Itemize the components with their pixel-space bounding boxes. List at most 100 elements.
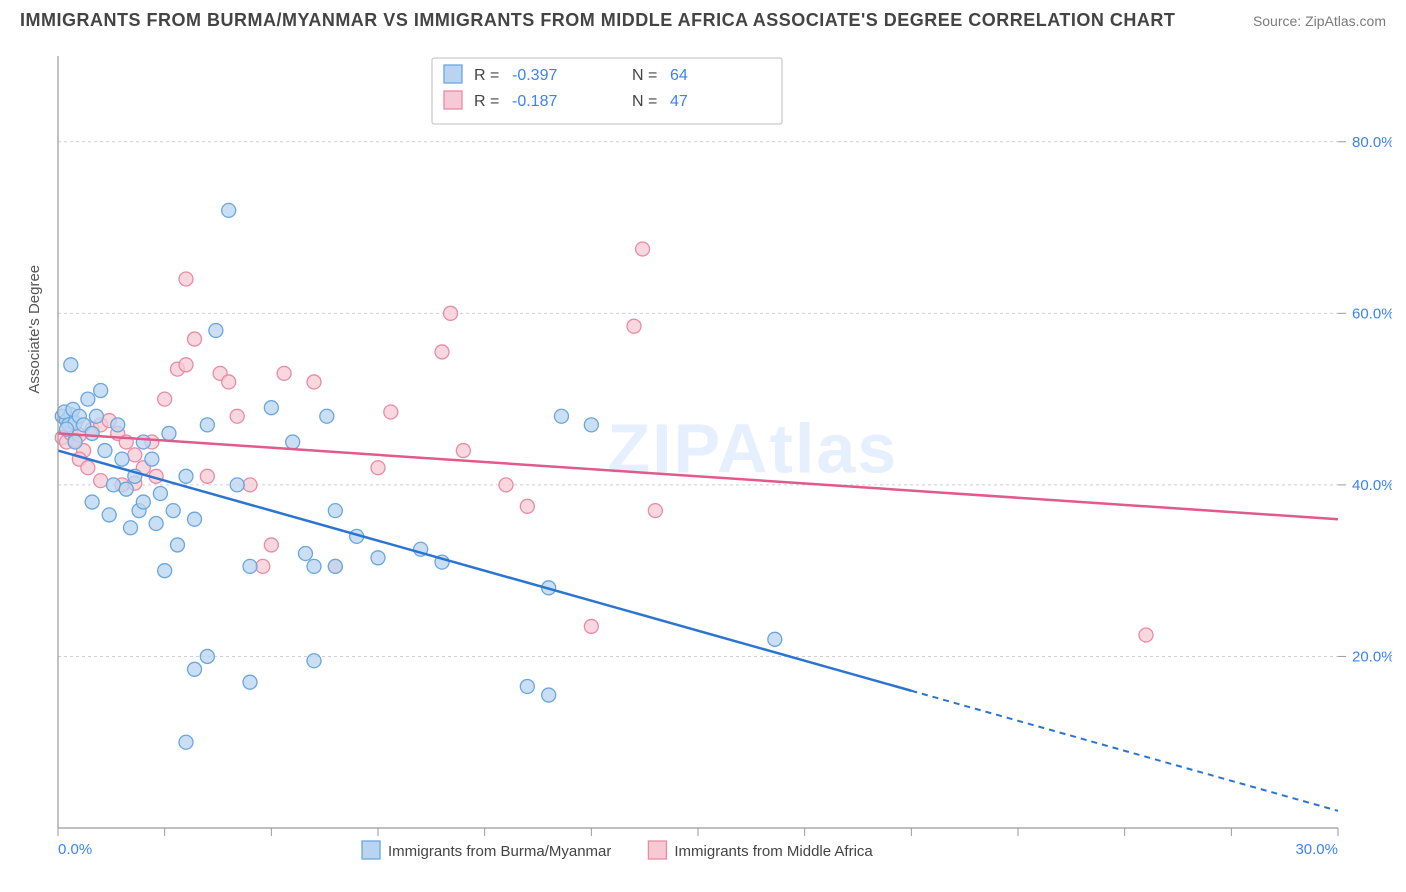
x-tick-label: 30.0% <box>1295 841 1338 858</box>
legend-n-label: N = <box>632 67 657 84</box>
data-point-burma <box>307 559 321 573</box>
data-point-burma <box>584 418 598 432</box>
data-point-burma <box>209 323 223 337</box>
data-point-burma <box>68 435 82 449</box>
data-point-middle_africa <box>264 538 278 552</box>
trend-line-extrapolated-burma <box>911 691 1338 811</box>
data-point-middle_africa <box>230 409 244 423</box>
correlation-scatter-chart: ZIPAtlas 0.0% 30.0% 20.0% 40.0% 60.0% 80.0% R =… <box>32 44 1392 868</box>
data-point-burma <box>328 504 342 518</box>
data-point-middle_africa <box>256 559 270 573</box>
data-point-middle_africa <box>456 444 470 458</box>
data-point-burma <box>554 409 568 423</box>
bottom-legend-label-burma: Immigrants from Burma/Myanmar <box>388 843 611 860</box>
data-point-burma <box>179 735 193 749</box>
legend-n-label: N = <box>632 93 657 110</box>
data-point-burma <box>102 508 116 522</box>
bottom-legend-swatch-middle_africa <box>648 841 666 859</box>
x-tick-label: 0.0% <box>58 841 92 858</box>
chart-title: IMMIGRANTS FROM BURMA/MYANMAR VS IMMIGRA… <box>20 10 1175 31</box>
source-label: Source: ZipAtlas.com <box>1253 13 1386 29</box>
data-point-burma <box>162 426 176 440</box>
data-point-burma <box>158 564 172 578</box>
data-point-burma <box>200 418 214 432</box>
data-point-burma <box>106 478 120 492</box>
data-point-burma <box>222 203 236 217</box>
data-point-burma <box>230 478 244 492</box>
data-point-burma <box>320 409 334 423</box>
data-point-burma <box>371 551 385 565</box>
data-point-burma <box>298 547 312 561</box>
legend-r-value-burma: -0.397 <box>512 67 557 84</box>
data-point-middle_africa <box>179 272 193 286</box>
data-point-burma <box>111 418 125 432</box>
data-point-middle_africa <box>94 474 108 488</box>
data-point-burma <box>166 504 180 518</box>
data-point-burma <box>188 662 202 676</box>
data-point-burma <box>542 688 556 702</box>
data-point-burma <box>149 516 163 530</box>
legend-r-label: R = <box>474 93 499 110</box>
data-point-middle_africa <box>499 478 513 492</box>
data-point-middle_africa <box>627 319 641 333</box>
data-point-burma <box>188 512 202 526</box>
data-point-burma <box>81 392 95 406</box>
legend-swatch-middle_africa <box>444 91 462 109</box>
data-point-burma <box>328 559 342 573</box>
data-point-middle_africa <box>81 461 95 475</box>
data-point-burma <box>286 435 300 449</box>
data-point-middle_africa <box>179 358 193 372</box>
data-point-middle_africa <box>435 345 449 359</box>
y-axis-label: Associate's Degree <box>26 265 43 394</box>
data-point-middle_africa <box>188 332 202 346</box>
data-point-burma <box>170 538 184 552</box>
data-point-burma <box>124 521 138 535</box>
data-point-middle_africa <box>648 504 662 518</box>
data-point-burma <box>115 452 129 466</box>
data-point-middle_africa <box>371 461 385 475</box>
data-point-middle_africa <box>384 405 398 419</box>
data-point-burma <box>145 452 159 466</box>
data-point-burma <box>243 559 257 573</box>
y-tick-label: 40.0% <box>1352 477 1392 494</box>
data-point-burma <box>119 482 133 496</box>
data-point-middle_africa <box>584 619 598 633</box>
legend-r-label: R = <box>474 67 499 84</box>
data-point-middle_africa <box>636 242 650 256</box>
data-point-middle_africa <box>158 392 172 406</box>
data-point-middle_africa <box>243 478 257 492</box>
y-tick-label: 60.0% <box>1352 305 1392 322</box>
data-point-burma <box>136 495 150 509</box>
data-point-burma <box>89 409 103 423</box>
data-point-middle_africa <box>520 499 534 513</box>
data-point-middle_africa <box>200 469 214 483</box>
y-tick-label: 20.0% <box>1352 648 1392 665</box>
data-point-middle_africa <box>222 375 236 389</box>
bottom-legend-swatch-burma <box>362 841 380 859</box>
data-point-burma <box>307 654 321 668</box>
data-point-burma <box>153 486 167 500</box>
data-point-burma <box>64 358 78 372</box>
legend-r-value-middle_africa: -0.187 <box>512 93 557 110</box>
data-point-burma <box>94 384 108 398</box>
watermark: ZIPAtlas <box>607 409 898 487</box>
data-point-burma <box>98 444 112 458</box>
data-point-middle_africa <box>444 306 458 320</box>
data-point-burma <box>85 426 99 440</box>
data-point-burma <box>264 401 278 415</box>
data-point-middle_africa <box>277 366 291 380</box>
data-point-burma <box>136 435 150 449</box>
data-point-burma <box>243 675 257 689</box>
data-point-burma <box>179 469 193 483</box>
data-point-burma <box>85 495 99 509</box>
data-point-burma <box>520 679 534 693</box>
data-point-burma <box>200 649 214 663</box>
legend-n-value-middle_africa: 47 <box>670 93 688 110</box>
data-point-middle_africa <box>307 375 321 389</box>
data-point-burma <box>768 632 782 646</box>
bottom-legend-label-middle_africa: Immigrants from Middle Africa <box>674 843 873 860</box>
y-tick-label: 80.0% <box>1352 134 1392 151</box>
data-point-middle_africa <box>1139 628 1153 642</box>
legend-n-value-burma: 64 <box>670 67 688 84</box>
data-point-middle_africa <box>128 448 142 462</box>
